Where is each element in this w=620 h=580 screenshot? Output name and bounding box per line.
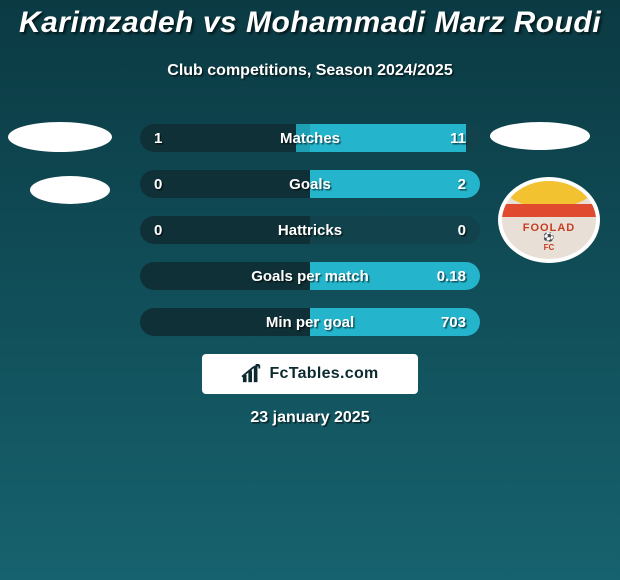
player-placeholder-ellipse <box>30 176 110 204</box>
fctables-watermark: FcTables.com <box>202 354 418 394</box>
stat-label: Min per goal <box>140 308 480 336</box>
stat-value-right: 0 <box>458 216 466 244</box>
stat-value-right: 11 <box>450 124 466 152</box>
stat-row: Goals per match0.18 <box>140 262 480 290</box>
watermark-text: FcTables.com <box>269 365 378 383</box>
stat-row: Matches111 <box>140 124 480 152</box>
stat-label: Goals per match <box>140 262 480 290</box>
subtitle: Club competitions, Season 2024/2025 <box>0 62 620 80</box>
stat-label: Hattricks <box>140 216 480 244</box>
player-placeholder-ellipse <box>8 122 112 152</box>
comparison-infographic: Karimzadeh vs Mohammadi Marz Roudi Club … <box>0 0 620 580</box>
stat-value-left: 0 <box>154 170 162 198</box>
stat-row: Hattricks0 0 <box>140 216 480 244</box>
stats-block: Matches111Goals02Hattricks00Goals per ma… <box>140 124 480 354</box>
club-badge-foolad: FOOLAD ⚽ FC <box>498 177 600 263</box>
page-title: Karimzadeh vs Mohammadi Marz Roudi <box>0 6 620 40</box>
player-placeholder-ellipse <box>490 122 590 150</box>
stat-value-left: 0 <box>154 216 162 244</box>
bar-chart-icon <box>241 364 263 384</box>
stat-label: Goals <box>140 170 480 198</box>
stat-value-right: 2 <box>458 170 466 198</box>
stat-value-right: 0.18 <box>437 262 466 290</box>
stat-row: Min per goal703 <box>140 308 480 336</box>
stat-value-right: 703 <box>441 308 466 336</box>
stat-value-left: 1 <box>154 124 162 152</box>
stat-label: Matches <box>140 124 480 152</box>
snapshot-date: 23 january 2025 <box>0 409 620 427</box>
stat-row: Goals0 2 <box>140 170 480 198</box>
